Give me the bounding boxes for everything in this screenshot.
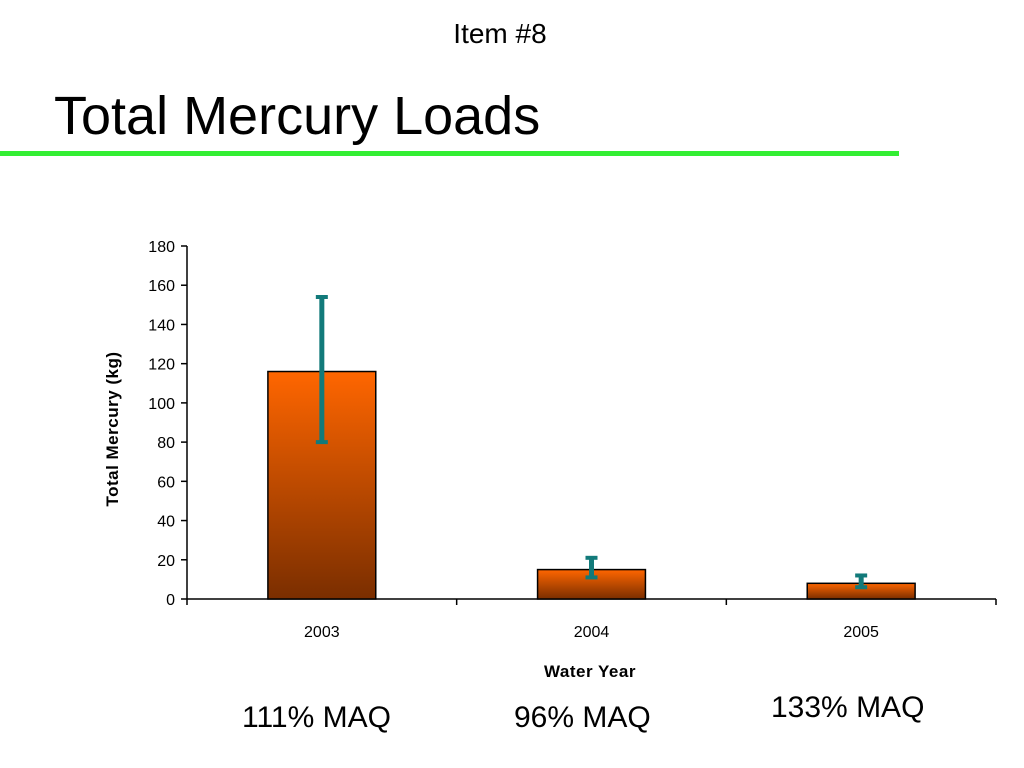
chart-plot-area: 0 20 40 60 80 100 120 140 160 180 2003 2004 2005	[148, 239, 997, 641]
title-underline	[0, 151, 899, 156]
maq-annotation-2003: 111% MAQ	[242, 701, 391, 734]
y-tick-label: 100	[148, 396, 175, 413]
y-tick-label: 60	[157, 474, 175, 491]
y-tick-label: 120	[148, 357, 175, 374]
y-axis-title: Total Mercury (kg)	[103, 351, 122, 506]
y-tick-label: 40	[157, 514, 175, 531]
maq-annotation-2005: 133% MAQ	[771, 691, 925, 724]
x-axis-title: Water Year	[544, 662, 636, 681]
y-tick-label: 80	[157, 435, 175, 452]
y-tick-label: 0	[166, 592, 175, 609]
x-tick-label-2004: 2004	[574, 624, 610, 641]
y-tick-label: 160	[148, 278, 175, 295]
item-label: Item #8	[453, 18, 547, 49]
y-tick-label: 140	[148, 317, 175, 334]
slide-title: Total Mercury Loads	[54, 86, 541, 146]
y-tick-label: 180	[148, 239, 175, 256]
x-tick-label-2003: 2003	[304, 624, 340, 641]
maq-annotation-2004: 96% MAQ	[514, 701, 651, 734]
x-tick-label-2005: 2005	[843, 624, 879, 641]
y-tick-label: 20	[157, 553, 175, 570]
